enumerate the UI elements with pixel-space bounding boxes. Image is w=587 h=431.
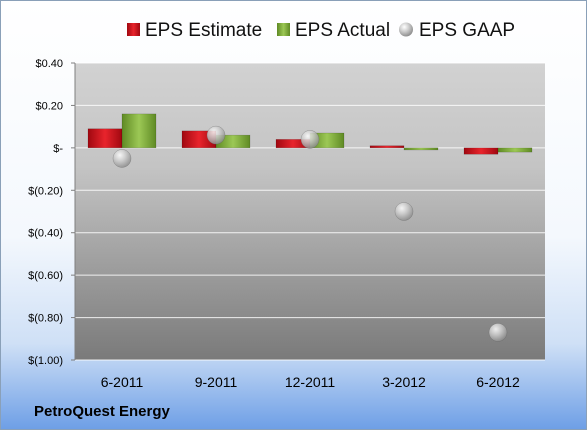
x-axis-category-label: 9-2011: [195, 374, 238, 390]
legend: EPS Estimate EPS Actual EPS GAAP: [127, 20, 515, 41]
point-eps-gaap-9-2011: [206, 125, 226, 145]
y-axis-tick-label: $(0.60): [28, 270, 63, 282]
bar-eps-actual-3-2012: [403, 147, 439, 151]
legend-item-eps-estimate: EPS Estimate: [127, 20, 262, 41]
x-axis-category-label: 3-2012: [382, 374, 426, 390]
legend-label-eps-estimate: EPS Estimate: [145, 20, 262, 41]
x-axis-category-label: 12-2011: [285, 374, 336, 390]
bar-eps-estimate-6-2011: [87, 128, 123, 149]
legend-item-eps-gaap: EPS GAAP: [399, 20, 515, 41]
bar-eps-estimate-3-2012: [369, 145, 405, 149]
y-axis-tick-label: $0.20: [35, 100, 63, 112]
point-eps-gaap-6-2012: [488, 323, 508, 342]
y-axis-tick-label: $-: [53, 143, 63, 155]
bar-eps-actual-6-2011: [121, 113, 157, 149]
point-eps-gaap-3-2012: [394, 202, 414, 221]
legend-label-eps-actual: EPS Actual: [295, 20, 390, 41]
x-axis-category-labels: 6-2011 9-2011 12-2011 3-2012 6-2012: [101, 374, 520, 390]
bar-eps-estimate-6-2012: [463, 147, 499, 155]
y-axis-tick-label: $(0.80): [28, 313, 63, 325]
y-axis-tick-label: $(0.40): [28, 228, 63, 240]
plot-area: [75, 63, 545, 360]
y-axis-tick-labels: $0.40 $0.20 $- $(0.20) $(0.40) $(0.60) $(0.80)…: [28, 58, 63, 367]
x-axis-category-label: 6-2011: [101, 374, 144, 390]
legend-swatch-eps-actual: [277, 23, 290, 36]
bar-eps-actual-6-2012: [497, 147, 533, 153]
y-axis-tick-label: $(1.00): [28, 355, 63, 367]
legend-marker-eps-gaap: [399, 22, 413, 37]
x-axis-category-label: 6-2012: [476, 374, 520, 390]
y-axis-tick-label: $(0.20): [28, 185, 63, 197]
legend-swatch-eps-estimate: [127, 23, 140, 36]
y-axis-tick-label: $0.40: [35, 58, 63, 70]
point-eps-gaap-12-2011: [300, 130, 320, 149]
legend-label-eps-gaap: EPS GAAP: [419, 20, 515, 41]
point-eps-gaap-6-2011: [112, 149, 132, 168]
legend-item-eps-actual: EPS Actual: [277, 20, 390, 41]
gaap-markers: [112, 125, 508, 342]
company-name: PetroQuest Energy: [34, 403, 170, 420]
